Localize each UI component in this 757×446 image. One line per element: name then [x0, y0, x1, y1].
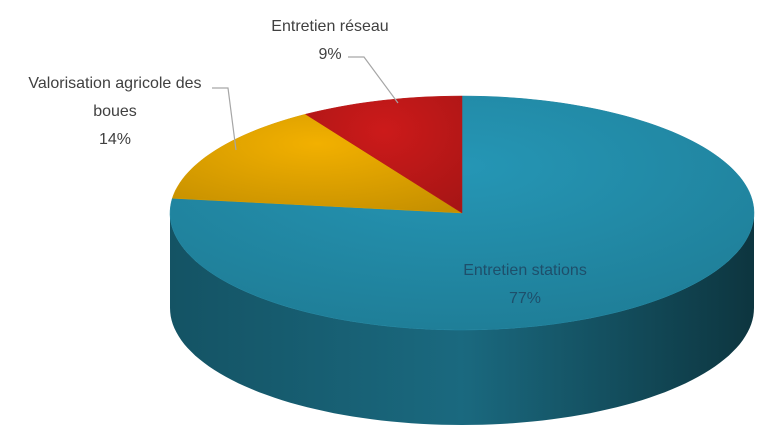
slice-side: [170, 213, 754, 425]
category-label: Entretien stations: [463, 262, 587, 279]
leader-line: [212, 87, 237, 151]
category-label: Valorisation agricole des boues: [28, 75, 202, 120]
data-label: Entretien réseau 9%: [230, 13, 430, 69]
value-label: 9%: [318, 46, 342, 63]
leader-line: [348, 56, 399, 104]
slice: [171, 113, 463, 214]
category-label: Entretien réseau: [271, 18, 389, 35]
data-label: Entretien stations 77%: [405, 257, 645, 313]
value-label: 77%: [508, 290, 542, 307]
value-label: 14%: [98, 131, 132, 148]
data-label: Valorisation agricole des boues 14%: [25, 70, 205, 154]
slice: [304, 95, 463, 214]
